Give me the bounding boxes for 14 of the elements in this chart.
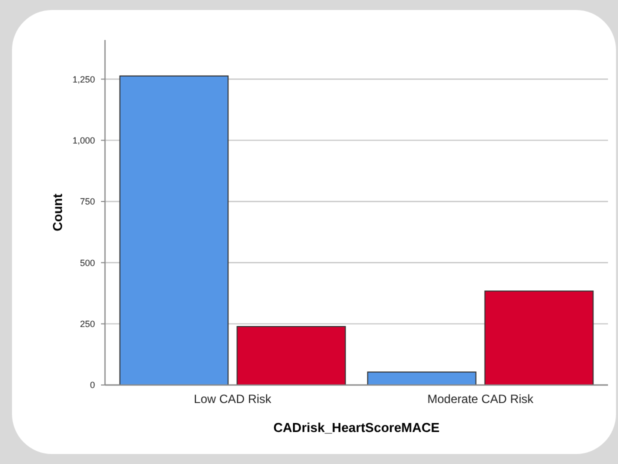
x-axis-title: CADrisk_HeartScoreMACE [273, 420, 440, 435]
bar [236, 326, 346, 386]
x-tick-label: Low CAD Risk [194, 392, 272, 406]
y-tick-label: 1,000 [72, 135, 95, 146]
y-tick-label: 750 [80, 196, 95, 207]
y-tick-label: 1,250 [72, 74, 95, 84]
bar [367, 372, 476, 386]
bar [119, 75, 229, 386]
y-tick-label: 500 [80, 258, 95, 268]
y-axis-title: Count [50, 193, 65, 232]
bar [484, 290, 594, 386]
x-tick-label: Moderate CAD Risk [427, 392, 534, 406]
y-tick-label: 0 [90, 380, 95, 390]
y-tick-label: 250 [80, 318, 95, 329]
